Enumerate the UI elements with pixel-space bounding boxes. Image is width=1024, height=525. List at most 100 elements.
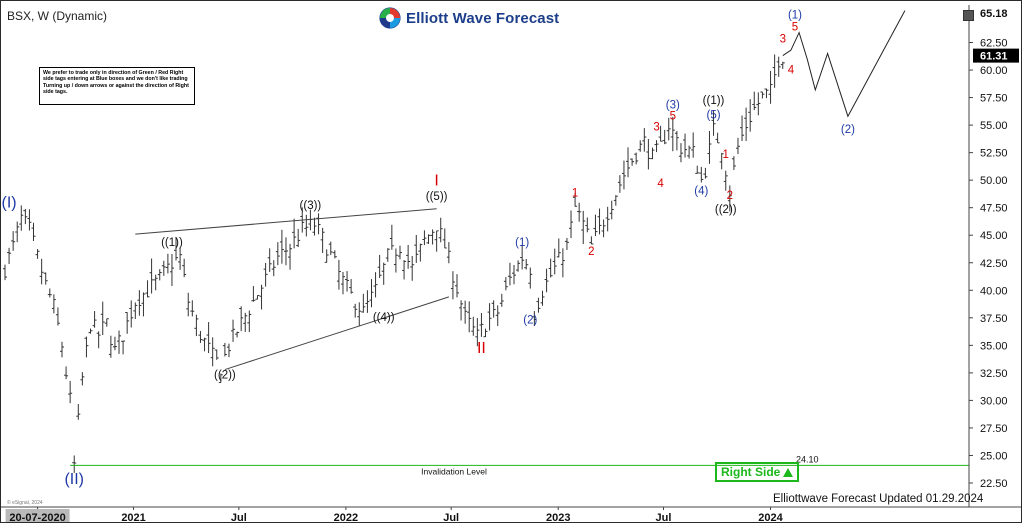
ohlc-bar bbox=[206, 322, 211, 354]
y-tick-label: 27.50 bbox=[980, 423, 1008, 435]
ohlc-bar bbox=[393, 248, 398, 273]
ohlc-bar bbox=[377, 254, 382, 278]
ohlc-bar bbox=[683, 133, 688, 158]
ohlc-bar bbox=[776, 56, 781, 77]
ohlc-bar bbox=[507, 262, 512, 286]
x-tick-highlight bbox=[5, 509, 70, 522]
ohlc-bar bbox=[259, 284, 264, 310]
ohlc-bar bbox=[544, 268, 549, 293]
ohlc-bar bbox=[499, 293, 504, 307]
ohlc-bar bbox=[475, 318, 480, 347]
ohlc-bar bbox=[670, 116, 675, 152]
wave-label: ((4)) bbox=[373, 312, 395, 324]
ohlc-bar bbox=[406, 244, 411, 269]
x-tick-label: 2022 bbox=[334, 512, 358, 523]
last-price-label: 61.31 bbox=[980, 51, 1008, 63]
ohlc-bar bbox=[467, 301, 472, 333]
ohlc-bar bbox=[524, 259, 529, 270]
ohlc-bar bbox=[349, 279, 354, 294]
ohlc-bar bbox=[247, 310, 252, 333]
ohlc-bar bbox=[593, 214, 598, 236]
ohlc-bars bbox=[3, 54, 785, 473]
y-tick-label: 52.50 bbox=[980, 148, 1008, 160]
ohlc-bar bbox=[617, 175, 622, 193]
ohlc-bar bbox=[296, 228, 301, 248]
upper-channel-line bbox=[135, 208, 437, 235]
ohlc-bar bbox=[231, 319, 236, 342]
ohlc-bar bbox=[459, 300, 464, 321]
chart-settings-icon[interactable] bbox=[963, 10, 974, 21]
ohlc-bar bbox=[402, 260, 407, 280]
ohlc-bar bbox=[84, 336, 89, 358]
ohlc-bar bbox=[39, 258, 44, 285]
ohlc-bar bbox=[88, 328, 93, 334]
ohlc-bar bbox=[389, 224, 394, 250]
ohlc-bar bbox=[112, 336, 117, 351]
ohlc-bar bbox=[756, 92, 761, 116]
ohlc-bar bbox=[369, 279, 374, 308]
ohlc-bar bbox=[548, 258, 553, 278]
wave-label: II bbox=[477, 340, 486, 357]
y-tick-label: 45.00 bbox=[980, 230, 1008, 242]
ohlc-bar bbox=[60, 341, 65, 358]
ohlc-bar bbox=[422, 230, 427, 246]
ohlc-bar bbox=[463, 300, 468, 324]
x-tick-label: Jul bbox=[656, 512, 672, 523]
ohlc-bar bbox=[577, 202, 582, 222]
ohlc-bar bbox=[744, 107, 749, 142]
y-tick-label: 47.50 bbox=[980, 203, 1008, 215]
ohlc-bar bbox=[703, 167, 708, 179]
ohlc-bar bbox=[141, 292, 146, 317]
ohlc-bar bbox=[483, 328, 488, 338]
wave-label: 1 bbox=[723, 149, 729, 161]
ohlc-bar bbox=[165, 253, 170, 274]
ohlc-bar bbox=[178, 247, 183, 270]
ohlc-bar bbox=[450, 271, 455, 300]
ohlc-bar bbox=[283, 237, 288, 266]
ohlc-bar bbox=[202, 337, 207, 352]
ohlc-bar bbox=[666, 117, 671, 141]
ohlc-bar bbox=[434, 230, 439, 252]
ohlc-bar bbox=[255, 294, 260, 300]
ohlc-bar bbox=[316, 213, 321, 235]
ohlc-bar bbox=[479, 312, 484, 337]
invalidation-label: Invalidation Level bbox=[421, 466, 487, 476]
ohlc-bar bbox=[218, 373, 223, 384]
ohlc-bar bbox=[47, 288, 52, 298]
ohlc-bar bbox=[552, 248, 557, 275]
y-tick-label: 42.50 bbox=[980, 258, 1008, 270]
ohlc-bar bbox=[601, 219, 606, 238]
ohlc-bar bbox=[564, 237, 569, 250]
ohlc-bar bbox=[3, 264, 7, 281]
y-tick-label: 25.00 bbox=[980, 450, 1008, 462]
y-tick-label: 37.50 bbox=[980, 313, 1008, 325]
ohlc-bar bbox=[446, 242, 451, 264]
y-tick-label: 55.00 bbox=[980, 120, 1008, 132]
ohlc-bar bbox=[312, 217, 317, 236]
ohlc-bar bbox=[271, 260, 276, 277]
ohlc-bar bbox=[752, 91, 757, 111]
ohlc-bar bbox=[182, 258, 187, 278]
lower-channel-line bbox=[224, 296, 450, 371]
ohlc-bar bbox=[491, 300, 496, 318]
ohlc-bar bbox=[11, 231, 16, 251]
ohlc-bar bbox=[658, 125, 663, 142]
ohlc-bar bbox=[243, 312, 248, 332]
ohlc-bar bbox=[169, 253, 174, 287]
brand-name: Elliott Wave Forecast bbox=[406, 9, 560, 27]
invalidation-value: 24.10 bbox=[796, 454, 819, 464]
wave-label: ((2)) bbox=[715, 204, 737, 216]
right-side-label: Right Side bbox=[721, 465, 781, 479]
ohlc-bar bbox=[438, 217, 443, 243]
wave-label: 2 bbox=[727, 190, 733, 202]
ohlc-bar bbox=[691, 132, 696, 158]
y-tick-label: 30.00 bbox=[980, 395, 1008, 407]
ohlc-bar bbox=[72, 455, 77, 473]
x-tick-label: Jul bbox=[443, 512, 459, 523]
ohlc-bar bbox=[332, 250, 337, 259]
wave-label: ((1)) bbox=[703, 95, 725, 107]
ohlc-bar bbox=[68, 380, 73, 404]
ohlc-bar bbox=[80, 372, 85, 386]
